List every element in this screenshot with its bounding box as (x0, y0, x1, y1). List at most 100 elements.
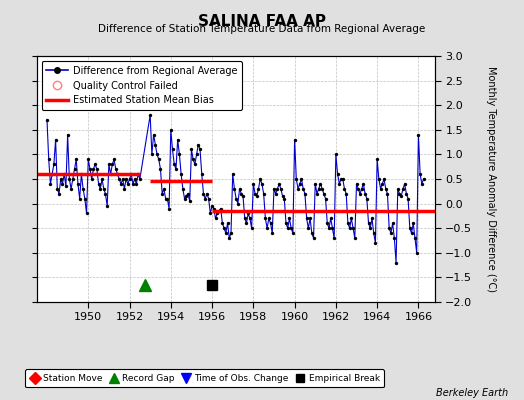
Point (369, 230, 378, 236)
Point (237, 190, 246, 197)
Point (283, 225, 292, 231)
Point (265, 215, 273, 222)
Point (311, 181, 320, 187)
Point (349, 225, 357, 231)
Point (112, 166, 120, 172)
Y-axis label: Monthly Temperature Anomaly Difference (°C): Monthly Temperature Anomaly Difference (… (486, 66, 496, 292)
Point (299, 186, 308, 192)
Point (184, 190, 192, 197)
Point (330, 235, 339, 241)
Point (234, 200, 242, 207)
Point (328, 225, 336, 231)
Point (261, 215, 269, 222)
Point (132, 181, 140, 187)
Point (168, 146, 177, 153)
Point (74, 181, 82, 187)
Point (326, 215, 335, 222)
Point (352, 181, 361, 187)
Point (342, 190, 351, 197)
Point (333, 171, 342, 177)
Point (301, 190, 309, 197)
Point (57, 176, 65, 182)
Point (375, 176, 383, 182)
Point (318, 186, 326, 192)
Point (289, 230, 297, 236)
Point (351, 235, 359, 241)
Point (160, 186, 168, 192)
Point (309, 235, 318, 241)
Point (399, 186, 407, 192)
Point (223, 220, 232, 226)
Point (287, 225, 296, 231)
Point (48, 171, 57, 177)
Point (84, 156, 92, 162)
Point (210, 205, 218, 212)
Point (220, 225, 228, 231)
Point (110, 156, 118, 162)
Point (125, 176, 134, 182)
Point (271, 190, 280, 197)
Point (254, 186, 263, 192)
Point (277, 186, 285, 192)
Point (208, 203, 216, 209)
Point (72, 156, 80, 162)
Point (332, 151, 340, 158)
Point (235, 186, 244, 192)
Point (82, 210, 91, 217)
Point (101, 190, 110, 197)
Point (94, 181, 103, 187)
Point (146, 112, 155, 118)
Point (414, 132, 422, 138)
Point (175, 151, 183, 158)
Point (124, 181, 132, 187)
Point (347, 215, 356, 222)
Point (273, 186, 281, 192)
Point (187, 146, 195, 153)
Point (363, 196, 371, 202)
Point (302, 215, 311, 222)
Point (153, 151, 161, 158)
Point (172, 166, 180, 172)
Point (156, 166, 165, 172)
Point (321, 196, 330, 202)
Point (385, 225, 394, 231)
Text: Berkeley Earth: Berkeley Earth (436, 388, 508, 398)
Point (216, 205, 225, 212)
Point (70, 166, 79, 172)
Point (228, 171, 237, 177)
Point (194, 141, 202, 148)
Point (81, 196, 89, 202)
Point (402, 190, 411, 197)
Point (211, 215, 220, 222)
Point (294, 186, 302, 192)
Point (96, 186, 104, 192)
Point (368, 215, 376, 222)
Point (356, 190, 364, 197)
Point (180, 196, 189, 202)
Point (249, 181, 257, 187)
Point (98, 176, 106, 182)
Point (170, 161, 179, 168)
Point (263, 225, 271, 231)
Point (43, 117, 51, 123)
Point (51, 136, 60, 143)
Point (247, 225, 256, 231)
Point (113, 171, 122, 177)
Point (241, 215, 249, 222)
Point (251, 190, 259, 197)
Point (244, 210, 253, 217)
Point (129, 181, 137, 187)
Point (62, 183, 70, 190)
Point (253, 193, 261, 200)
Point (325, 225, 333, 231)
Point (409, 220, 418, 226)
Point (270, 186, 278, 192)
Point (392, 260, 400, 266)
Point (86, 166, 94, 172)
Text: Difference of Station Temperature Data from Regional Average: Difference of Station Temperature Data f… (99, 24, 425, 34)
Point (46, 181, 54, 187)
Point (191, 161, 199, 168)
Point (67, 186, 75, 192)
Point (100, 186, 108, 192)
Point (58, 181, 67, 187)
